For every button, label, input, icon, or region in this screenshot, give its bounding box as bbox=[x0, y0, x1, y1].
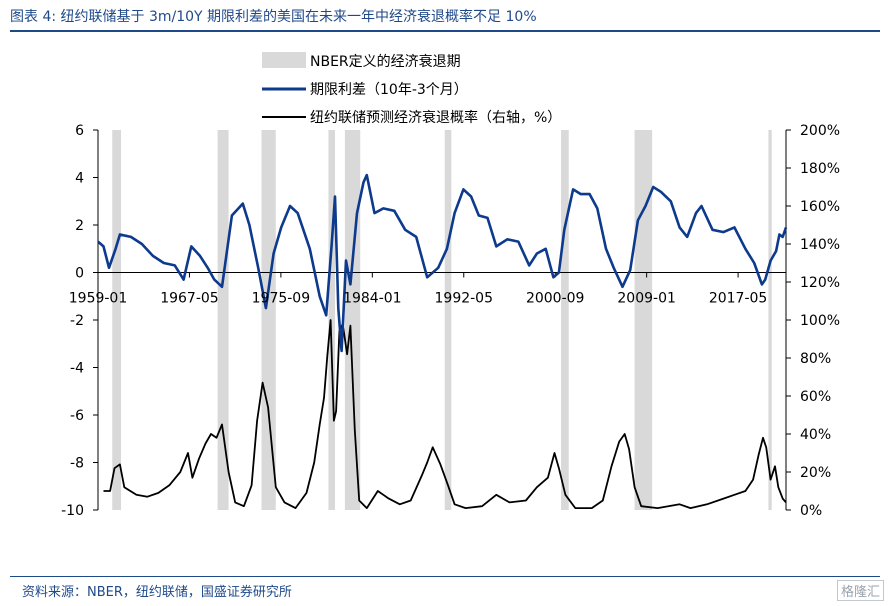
right-tick-label-9: 20% bbox=[800, 465, 831, 481]
recession-band-5 bbox=[444, 130, 452, 510]
recession-band-6 bbox=[561, 130, 569, 510]
left-tick-label-3: 0 bbox=[75, 266, 84, 282]
right-tick-label-8: 40% bbox=[800, 427, 831, 443]
recession-spread-chart: 6 4 2 0 -2 -4 -6 -8 -10 200% 180% 160% 140% 120% 100% 8… bbox=[61, 52, 840, 519]
legend-recession-label: NBER定义的经济衰退期 bbox=[310, 53, 461, 70]
left-tick-label-2: 2 bbox=[75, 218, 84, 234]
recession-band-0 bbox=[112, 130, 122, 510]
recession-band-7 bbox=[634, 130, 653, 510]
source-note: 资料来源：NBER，纽约联储，国盛证券研究所 bbox=[22, 585, 292, 600]
chart-legend: NBER定义的经济衰退期 期限利差（10年-3个月） 纽约联储预测经济衰退概率（… bbox=[262, 52, 561, 126]
recession-band-8 bbox=[768, 130, 772, 510]
watermark-logo: 格隆汇 bbox=[836, 580, 884, 601]
right-tick-label-4: 120% bbox=[800, 275, 840, 291]
probability-series-line bbox=[103, 319, 787, 510]
right-tick-label-2: 160% bbox=[800, 199, 840, 215]
legend-probability-label: 纽约联储预测经济衰退概率（右轴，%） bbox=[310, 109, 561, 126]
source-divider bbox=[10, 576, 880, 577]
right-tick-label-7: 60% bbox=[800, 389, 831, 405]
x-tick-label-7: 2017-05 bbox=[709, 291, 768, 307]
left-tick-label-4: -2 bbox=[70, 313, 84, 329]
recession-band-1 bbox=[217, 130, 229, 510]
right-tick-label-5: 100% bbox=[800, 313, 840, 329]
x-tick-label-1: 1967-05 bbox=[160, 291, 219, 307]
recession-band-3 bbox=[328, 130, 336, 510]
title-divider bbox=[10, 30, 880, 32]
right-tick-label-0: 200% bbox=[800, 123, 840, 139]
left-tick-label-1: 4 bbox=[75, 171, 84, 187]
tick-labels: 6 4 2 0 -2 -4 -6 -8 -10 200% 180% 160% 140% 120% 100% 8… bbox=[61, 123, 840, 519]
chart-axes bbox=[93, 129, 791, 511]
figure-title: 图表 4: 纽约联储基于 3m/10Y 期限利差的美国在未来一年中经济衰退概率不… bbox=[10, 9, 537, 25]
x-tick-label-5: 2000-09 bbox=[526, 291, 585, 307]
chart-series bbox=[97, 173, 788, 510]
x-tick-label-4: 1992-05 bbox=[435, 291, 494, 307]
recession-band-2 bbox=[261, 130, 276, 510]
right-tick-label-3: 140% bbox=[800, 237, 840, 253]
left-tick-label-0: 6 bbox=[75, 123, 84, 139]
spread-series-line bbox=[97, 173, 788, 353]
right-tick-label-10: 0% bbox=[800, 503, 822, 519]
right-tick-label-1: 180% bbox=[800, 161, 840, 177]
recession-band-4 bbox=[344, 130, 361, 510]
left-tick-label-7: -8 bbox=[70, 456, 84, 472]
legend-recession-swatch bbox=[262, 52, 306, 68]
legend-spread-label: 期限利差（10年-3个月） bbox=[310, 82, 468, 98]
left-tick-label-8: -10 bbox=[61, 503, 84, 519]
x-tick-label-6: 2009-01 bbox=[617, 291, 676, 307]
right-tick-label-6: 80% bbox=[800, 351, 831, 367]
x-tick-label-0: 1959-01 bbox=[69, 291, 128, 307]
left-tick-label-5: -4 bbox=[70, 361, 84, 377]
x-tick-label-3: 1984-01 bbox=[343, 291, 402, 307]
left-tick-label-6: -6 bbox=[70, 408, 84, 424]
x-tick-label-2: 1975-09 bbox=[252, 291, 311, 307]
recession-bands bbox=[112, 130, 772, 510]
